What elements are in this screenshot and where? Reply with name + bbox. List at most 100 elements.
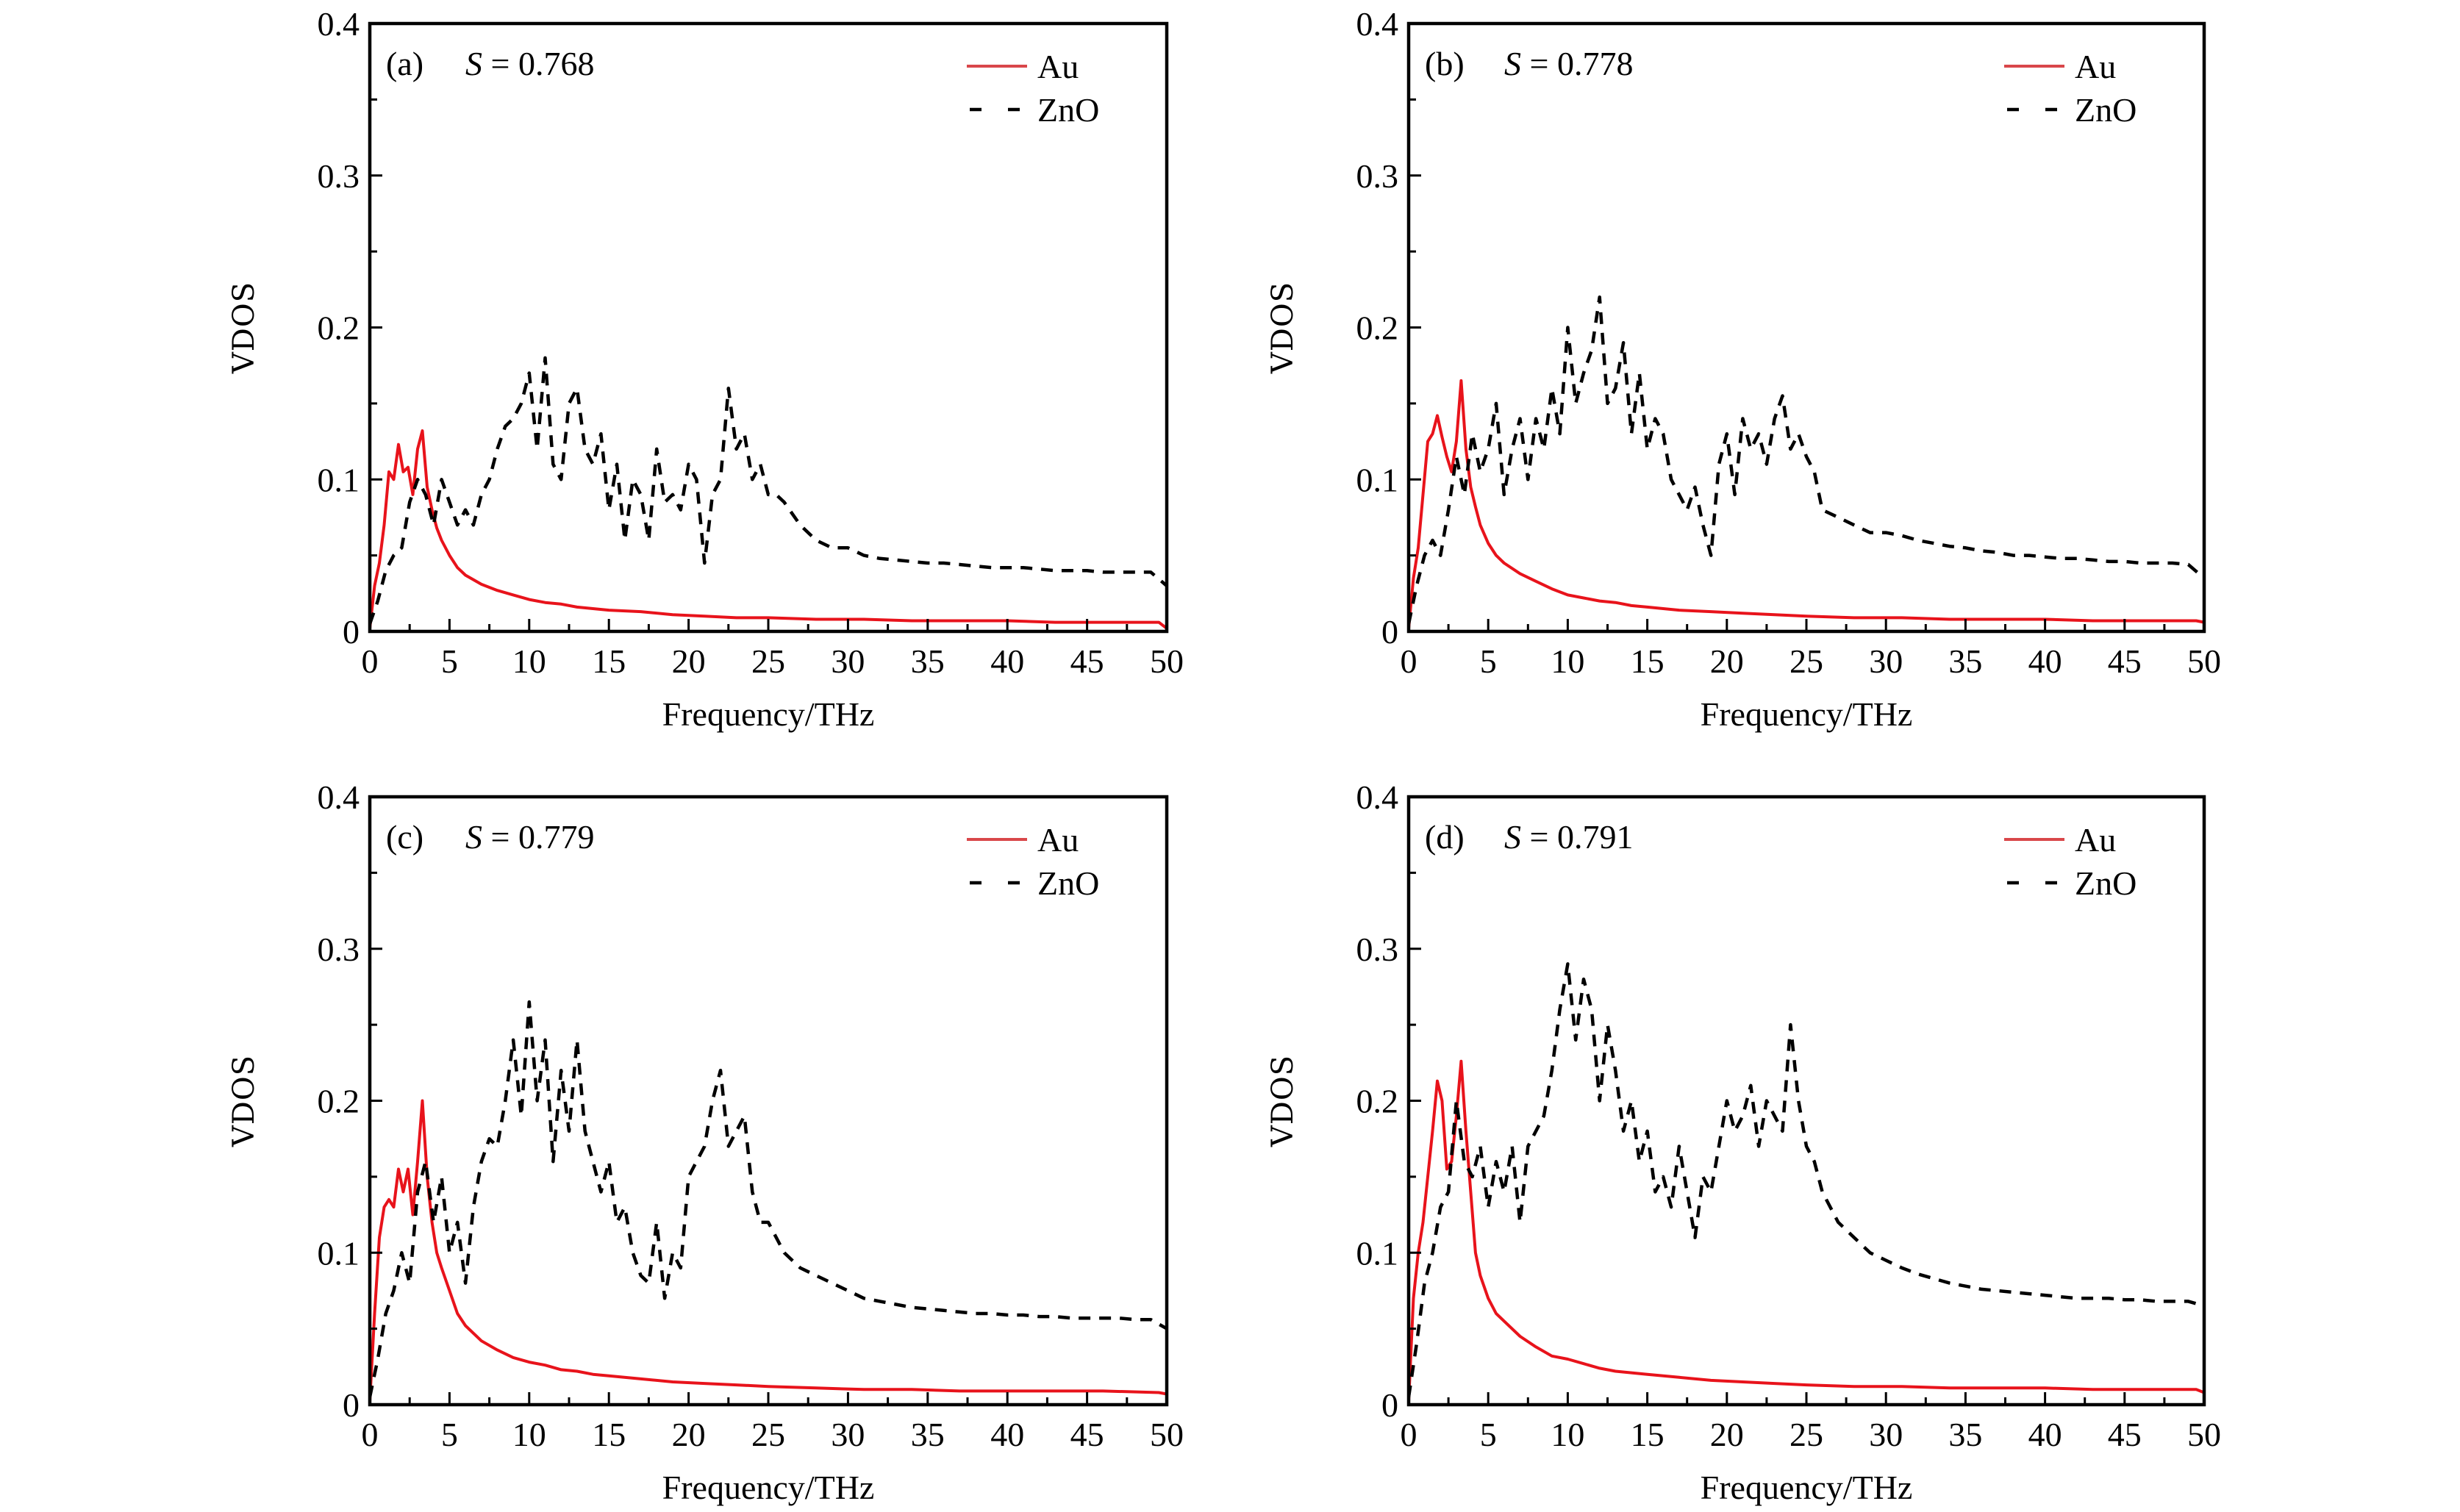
- panel-b-tag: (b): [1425, 45, 1465, 82]
- panel-d-xtick-label: 20: [1710, 1416, 1744, 1453]
- panel-a-legend-label-zno: ZnO: [1037, 91, 1099, 129]
- panel-d-xlabel: Frequency/THz: [1701, 1469, 1913, 1506]
- panel-a-xtick-label: 45: [1070, 642, 1104, 680]
- panel-d-series-au: [1409, 1059, 2204, 1402]
- panel-d-annotation-symbol: S: [1504, 818, 1521, 856]
- panel-c-ylabel: VDOS: [227, 1055, 261, 1147]
- panel-a-xtick-label: 10: [512, 642, 546, 680]
- panel-b-xtick-label: 45: [2108, 642, 2142, 680]
- panel-c-xtick-label: 25: [751, 1416, 785, 1453]
- panel-a-xtick-label: 50: [1150, 642, 1184, 680]
- panel-d-xtick-label: 45: [2108, 1416, 2142, 1453]
- panel-b-ytick-label: 0.3: [1356, 157, 1399, 195]
- panel-c-xlabel: Frequency/THz: [662, 1469, 875, 1506]
- panel-a-xtick-label: 15: [592, 642, 626, 680]
- panel-a-annotation-symbol: S: [465, 45, 482, 82]
- panel-a-ytick-label: 0.2: [318, 309, 360, 347]
- panel-a-tag: (a): [386, 45, 423, 82]
- panel-a-ytick-label: 0.4: [318, 5, 360, 43]
- panel-c-series-au: [370, 1099, 1167, 1402]
- panel-b-series-zno: [1409, 295, 2204, 625]
- panel-d-ytick-label: 0.2: [1356, 1083, 1399, 1120]
- panel-c-ytick-label: 0.3: [318, 931, 360, 968]
- panel-a-ytick-label: 0: [343, 613, 360, 651]
- panel-b-ytick-label: 0.4: [1356, 5, 1399, 43]
- panel-a-xtick-label: 30: [831, 642, 865, 680]
- panel-c-annotation-symbol: S: [465, 818, 482, 856]
- panel-d-legend-label-au: Au: [2075, 821, 2116, 859]
- panel-a-xtick-label: 5: [441, 642, 458, 680]
- panel-c-ytick-label: 0.2: [318, 1083, 360, 1120]
- panel-a-legend-label-au: Au: [1037, 48, 1079, 85]
- panel-c-legend-label-zno: ZnO: [1037, 864, 1099, 902]
- panel-a-series-au: [370, 429, 1167, 630]
- panel-c-xtick-label: 10: [512, 1416, 546, 1453]
- panel-d-xtick-label: 10: [1551, 1416, 1584, 1453]
- panel-a-series-zno: [370, 356, 1167, 625]
- panel-b-ylabel: VDOS: [1266, 282, 1300, 374]
- panel-d-xtick-label: 15: [1631, 1416, 1665, 1453]
- panel-c-legend-label-au: Au: [1037, 821, 1079, 859]
- panel-a-xtick-label: 0: [362, 642, 379, 680]
- panel-a-ylabel: VDOS: [227, 282, 261, 374]
- panel-a-xtick-label: 25: [751, 642, 785, 680]
- panel-d-annotation: S = 0.791: [1504, 818, 1633, 856]
- panel-a-annotation: S = 0.768: [465, 45, 594, 82]
- panel-c-ytick-label: 0.4: [318, 778, 360, 816]
- panel-b-series-au: [1409, 379, 2204, 629]
- panel-a-xtick-label: 40: [990, 642, 1024, 680]
- panel-a-xlabel: Frequency/THz: [662, 695, 875, 733]
- panel-d-xtick-label: 25: [1789, 1416, 1823, 1453]
- panel-c-tag: (c): [386, 818, 423, 856]
- panel-b-xtick-label: 0: [1401, 642, 1417, 680]
- panel-b-annotation-value: = 0.778: [1521, 45, 1633, 82]
- panel-c-legend: Au ZnO: [967, 821, 1099, 902]
- panel-d: 0 5 10 15 20 25 30 35 40 45 50 0 0.1 0.2 0.3 0.4 Frequen…: [1266, 778, 2221, 1506]
- panel-b-ytick-label: 0: [1381, 613, 1398, 651]
- panel-c-xtick-label: 50: [1150, 1416, 1184, 1453]
- panel-c: 0 5 10 15 20 25 30 35 40 45 50 0 0.1 0.2 0.3 0.4 Frequen…: [227, 778, 1184, 1506]
- panel-b-xtick-label: 20: [1710, 642, 1744, 680]
- panel-d-annotation-value: = 0.791: [1521, 818, 1633, 856]
- panel-b-legend-label-au: Au: [2075, 48, 2116, 85]
- panel-c-ytick-label: 0: [343, 1386, 360, 1424]
- panel-c-annotation: S = 0.779: [465, 818, 594, 856]
- panel-a-ytick-label: 0.3: [318, 157, 360, 195]
- panel-b-legend: Au ZnO: [2004, 48, 2137, 129]
- panel-d-ytick-label: 0.3: [1356, 931, 1399, 968]
- panel-b-xtick-label: 50: [2187, 642, 2221, 680]
- panel-c-xtick-label: 0: [362, 1416, 379, 1453]
- panel-d-legend: Au ZnO: [2004, 821, 2137, 902]
- panel-b: 0 5 10 15 20 25 30 35 40 45 50 0 0.1 0.2 0.3 0.4 Frequen…: [1266, 5, 2221, 733]
- panel-d-ytick-label: 0: [1381, 1386, 1398, 1424]
- panel-a-ytick-label: 0.1: [318, 461, 360, 498]
- panel-b-xtick-label: 30: [1869, 642, 1903, 680]
- panel-d-xtick-label: 35: [1948, 1416, 1982, 1453]
- panel-a-legend: Au ZnO: [967, 48, 1099, 129]
- panel-b-xtick-label: 10: [1551, 642, 1584, 680]
- panel-c-xtick-label: 30: [831, 1416, 865, 1453]
- panel-c-ytick-label: 0.1: [318, 1234, 360, 1272]
- panel-d-series-zno: [1409, 962, 2204, 1398]
- panel-b-xlabel: Frequency/THz: [1701, 695, 1913, 733]
- panel-c-annotation-value: = 0.779: [482, 818, 594, 856]
- panel-a-annotation-value: = 0.768: [482, 45, 594, 82]
- panel-c-xtick-label: 45: [1070, 1416, 1104, 1453]
- panel-d-xtick-label: 40: [2028, 1416, 2062, 1453]
- panel-d-xtick-label: 50: [2187, 1416, 2221, 1453]
- panel-b-legend-label-zno: ZnO: [2075, 91, 2137, 129]
- panel-d-ytick-label: 0.1: [1356, 1234, 1399, 1272]
- panel-b-xtick-label: 5: [1480, 642, 1497, 680]
- panel-b-annotation: S = 0.778: [1504, 45, 1633, 82]
- panel-b-xtick-label: 35: [1948, 642, 1982, 680]
- panel-b-xtick-label: 15: [1631, 642, 1665, 680]
- panel-d-xtick-label: 5: [1480, 1416, 1497, 1453]
- panel-d-ylabel: VDOS: [1266, 1055, 1300, 1147]
- panel-b-annotation-symbol: S: [1504, 45, 1521, 82]
- panel-c-xtick-label: 40: [990, 1416, 1024, 1453]
- panel-c-xtick-label: 5: [441, 1416, 458, 1453]
- panel-c-xtick-label: 15: [592, 1416, 626, 1453]
- panel-c-series-zno: [370, 1000, 1167, 1398]
- panel-b-xtick-label: 40: [2028, 642, 2062, 680]
